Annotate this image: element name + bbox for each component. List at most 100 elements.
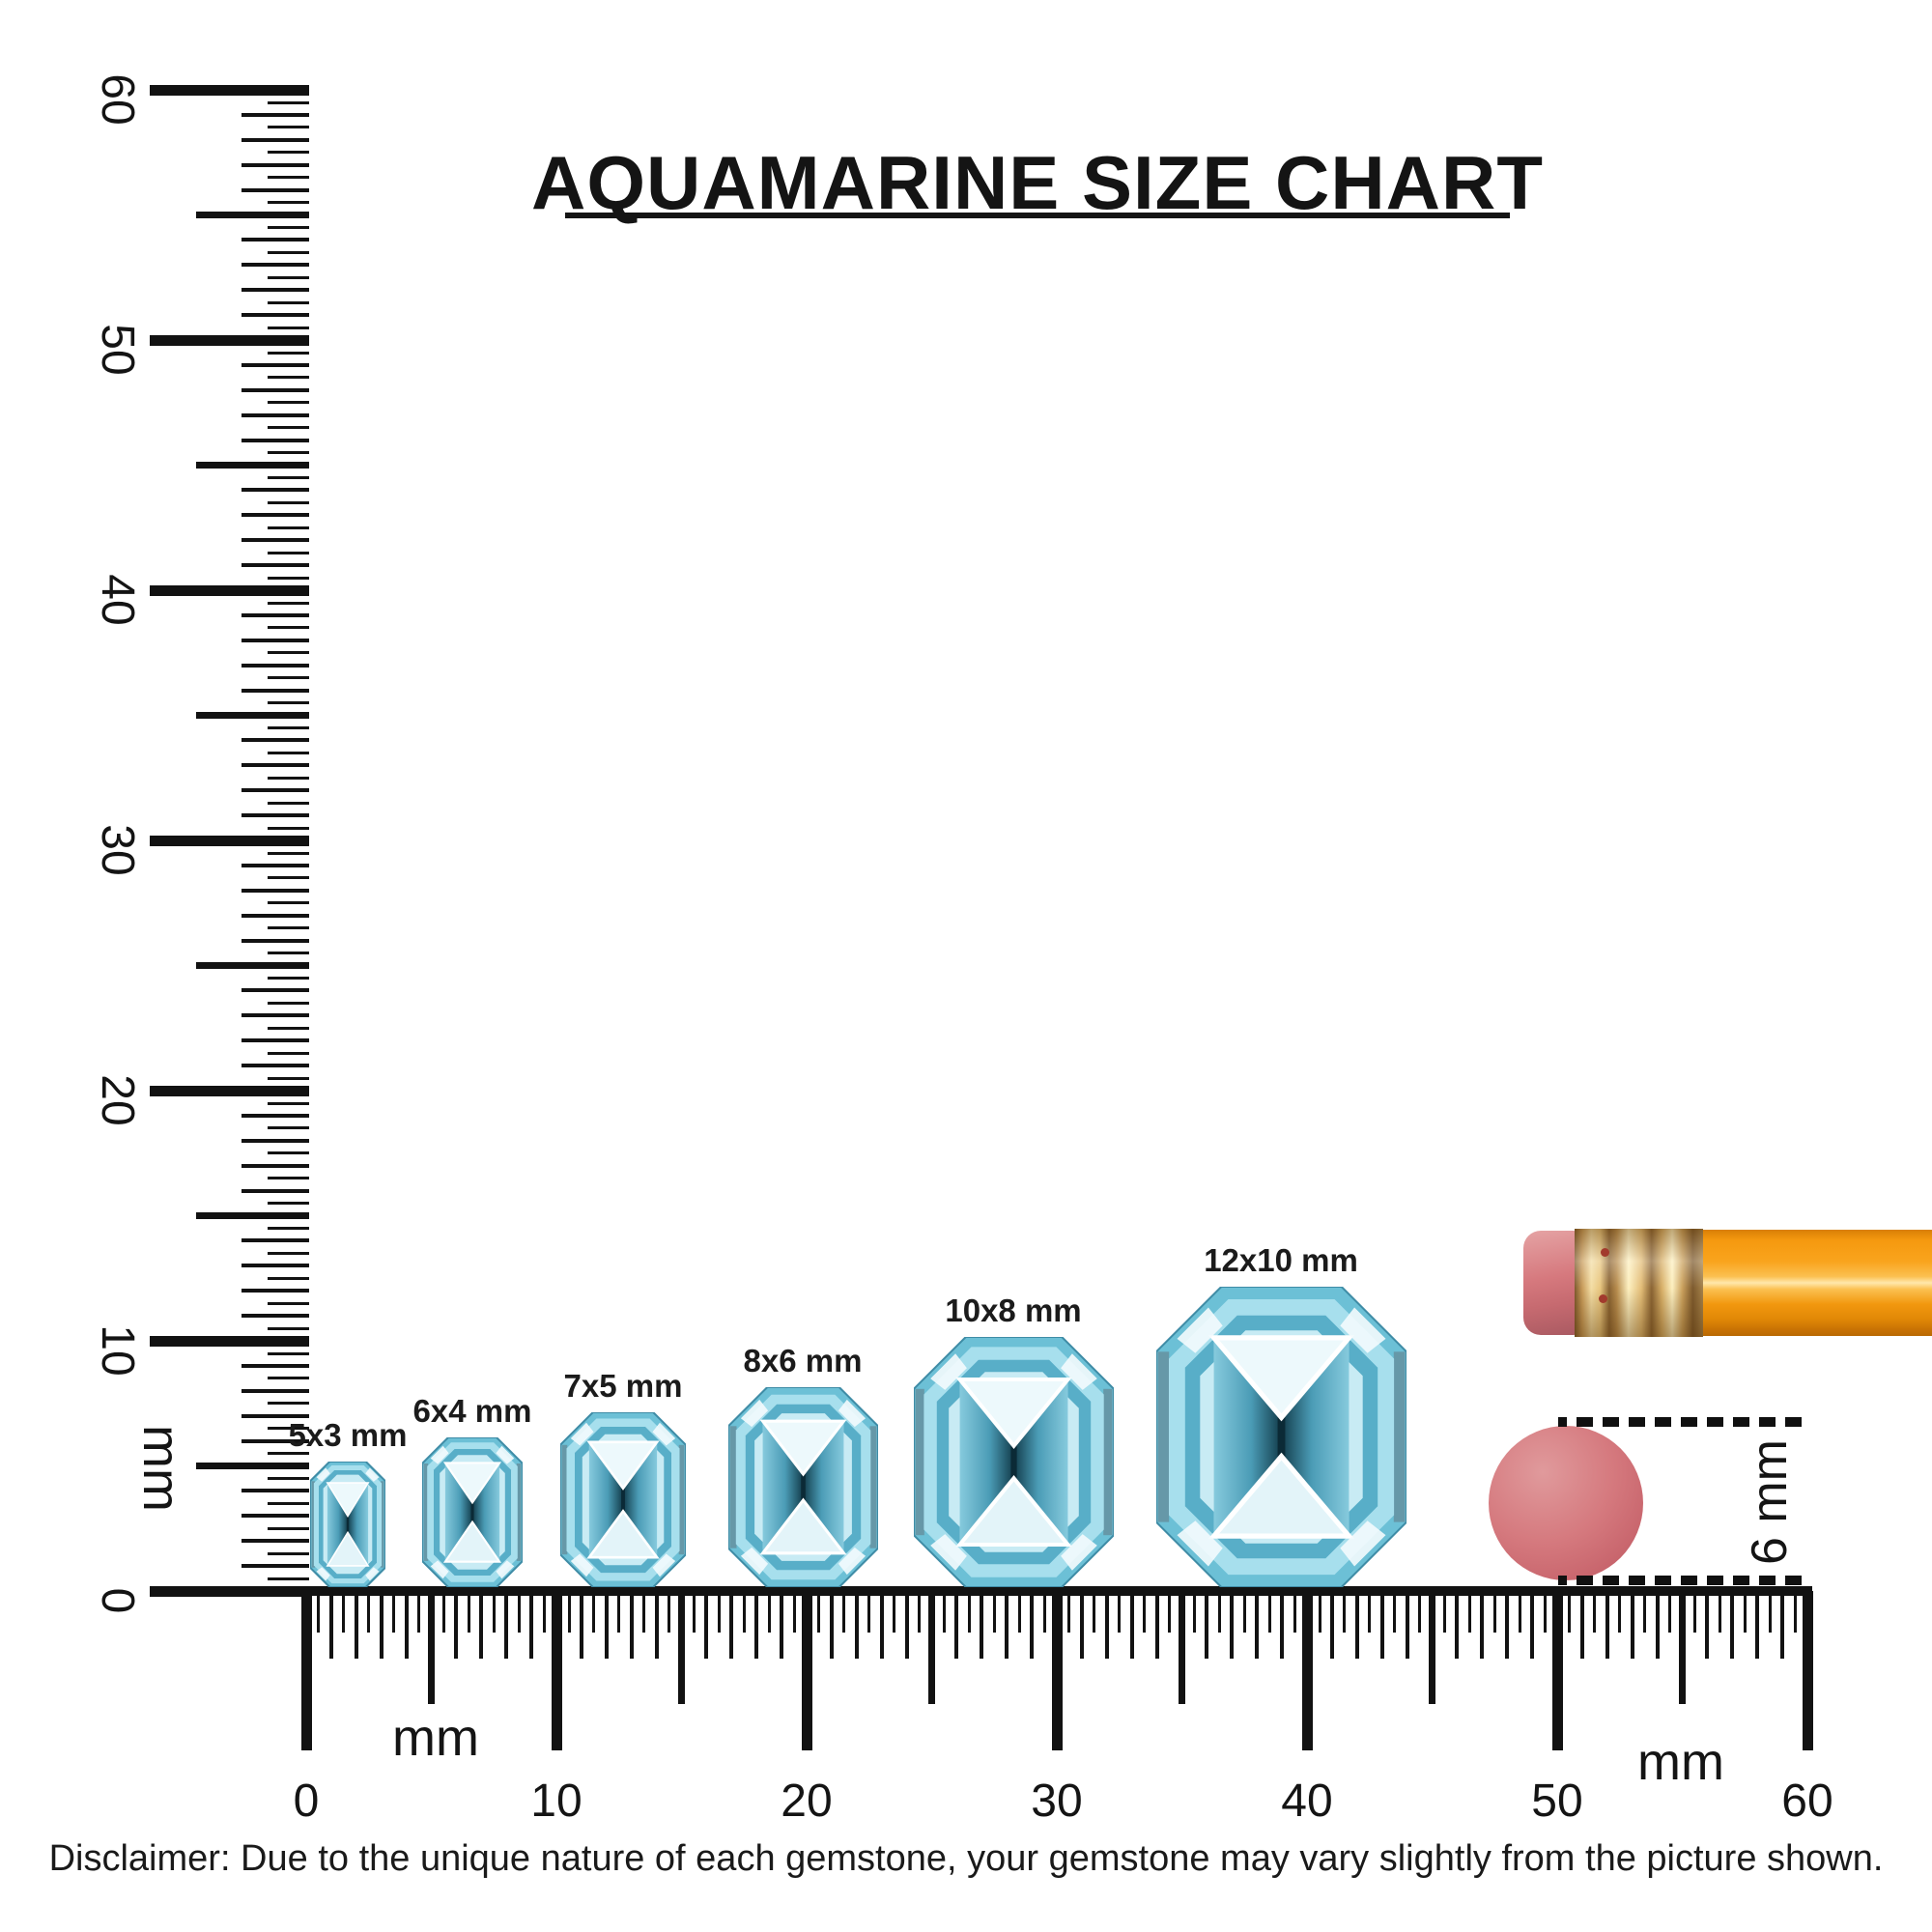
- v-ruler-tick: [242, 1564, 309, 1569]
- v-ruler-tick: [150, 1335, 309, 1347]
- v-ruler-tick: [196, 962, 309, 969]
- h-ruler-tick: [928, 1591, 935, 1704]
- h-ruler-tick: [904, 1591, 909, 1659]
- v-ruler-tick: [242, 1238, 309, 1243]
- h-ruler-tick: [342, 1591, 346, 1633]
- h-ruler-tick: [517, 1591, 521, 1633]
- v-ruler-number-60: 60: [92, 73, 144, 126]
- h-ruler-tick: [992, 1591, 996, 1633]
- v-ruler-tick: [268, 1126, 309, 1130]
- v-ruler-tick: [242, 813, 309, 818]
- h-ruler-number-60: 60: [1781, 1775, 1833, 1827]
- h-ruler-tick: [300, 1591, 312, 1750]
- h-ruler-tick: [479, 1591, 484, 1659]
- h-ruler-tick: [1230, 1591, 1235, 1659]
- v-ruler-tick: [268, 300, 309, 304]
- h-ruler-tick: [1418, 1591, 1421, 1633]
- v-ruler-tick: [242, 763, 309, 768]
- v-ruler-tick: [242, 988, 309, 993]
- v-ruler-tick: [268, 100, 309, 104]
- gem-size-label: 10x8 mm: [945, 1293, 1082, 1328]
- ferrule-dot: [1599, 1294, 1607, 1303]
- gem-size-label: 7x5 mm: [563, 1368, 683, 1404]
- v-ruler-tick: [268, 601, 309, 605]
- v-ruler-tick: [268, 1276, 309, 1280]
- v-ruler-tick: [268, 776, 309, 780]
- v-ruler-tick: [242, 513, 309, 518]
- v-ruler-tick: [268, 176, 309, 180]
- h-ruler-tick: [1543, 1591, 1547, 1633]
- gemstone-10x8mm: [913, 1336, 1115, 1588]
- h-ruler-tick: [1017, 1591, 1021, 1633]
- h-ruler-tick: [1568, 1591, 1572, 1633]
- h-ruler-tick: [1793, 1591, 1797, 1633]
- v-ruler-tick: [268, 1427, 309, 1431]
- v-ruler-tick: [268, 751, 309, 754]
- v-ruler-tick: [150, 835, 309, 846]
- v-ruler-tick: [268, 326, 309, 329]
- h-ruler-tick: [1267, 1591, 1271, 1633]
- h-ruler-tick: [854, 1591, 859, 1659]
- h-ruler-tick: [617, 1591, 621, 1633]
- h-ruler-number-10: 10: [530, 1775, 582, 1827]
- v-ruler-tick: [150, 1085, 309, 1096]
- v-ruler-tick: [242, 1514, 309, 1519]
- h-ruler-tick: [1530, 1591, 1535, 1659]
- v-ruler-tick: [268, 476, 309, 479]
- h-ruler-tick: [1643, 1591, 1647, 1633]
- h-ruler-tick: [551, 1591, 562, 1750]
- h-ruler-tick: [1780, 1591, 1785, 1659]
- h-ruler-tick: [954, 1591, 959, 1659]
- v-ruler-tick: [150, 584, 309, 596]
- h-ruler-tick: [1293, 1591, 1296, 1633]
- v-ruler-tick: [268, 1151, 309, 1155]
- v-ruler-tick: [242, 863, 309, 867]
- v-ruler-tick: [242, 1163, 309, 1168]
- h-ruler-number-20: 20: [781, 1775, 833, 1827]
- h-ruler-tick: [1718, 1591, 1721, 1633]
- h-ruler-tick: [1518, 1591, 1521, 1633]
- pencil: [1523, 1229, 1932, 1337]
- h-ruler-tick: [1179, 1591, 1185, 1704]
- v-ruler-tick: [242, 538, 309, 543]
- h-ruler-tick: [1042, 1591, 1046, 1633]
- h-ruler-tick: [441, 1591, 445, 1633]
- v-ruler-tick: [242, 1264, 309, 1268]
- gemstone-7x5mm: [559, 1411, 687, 1588]
- h-ruler-tick: [1730, 1591, 1735, 1659]
- h-ruler-tick: [1455, 1591, 1460, 1659]
- v-ruler-tick: [242, 387, 309, 392]
- h-ruler-tick: [1579, 1591, 1584, 1659]
- h-ruler-tick: [467, 1591, 470, 1633]
- h-ruler-tick: [792, 1591, 796, 1633]
- h-ruler-tick: [867, 1591, 871, 1633]
- v-ruler-tick: [242, 412, 309, 417]
- v-ruler-tick: [242, 1539, 309, 1544]
- v-ruler-tick: [242, 1314, 309, 1319]
- v-ruler-tick: [268, 1202, 309, 1205]
- title-underline: [565, 213, 1510, 218]
- h-ruler-tick: [317, 1591, 321, 1633]
- v-ruler-tick: [242, 1289, 309, 1293]
- v-ruler-tick: [268, 651, 309, 655]
- page-title: AQUAMARINE SIZE CHART: [531, 140, 1544, 225]
- pencil-eraser: [1523, 1231, 1577, 1335]
- h-ruler-tick: [1301, 1591, 1313, 1750]
- ferrule-dot: [1601, 1248, 1609, 1257]
- v-ruler-tick: [150, 84, 309, 96]
- v-ruler-tick: [268, 952, 309, 955]
- h-ruler-tick: [1768, 1591, 1772, 1633]
- h-ruler-tick: [504, 1591, 509, 1659]
- v-ruler-tick: [268, 1001, 309, 1005]
- v-ruler-tick: [268, 1101, 309, 1105]
- gem-size-label: 12x10 mm: [1204, 1242, 1358, 1278]
- h-ruler-tick: [767, 1591, 771, 1633]
- h-ruler-tick: [392, 1591, 396, 1633]
- v-ruler-tick: [242, 1138, 309, 1143]
- h-ruler-tick: [1379, 1591, 1384, 1659]
- v-ruler-tick: [268, 1501, 309, 1505]
- h-ruler-tick: [1104, 1591, 1109, 1659]
- h-ruler-number-30: 30: [1031, 1775, 1083, 1827]
- v-ruler-tick: [268, 1251, 309, 1255]
- h-ruler-tick: [801, 1591, 812, 1750]
